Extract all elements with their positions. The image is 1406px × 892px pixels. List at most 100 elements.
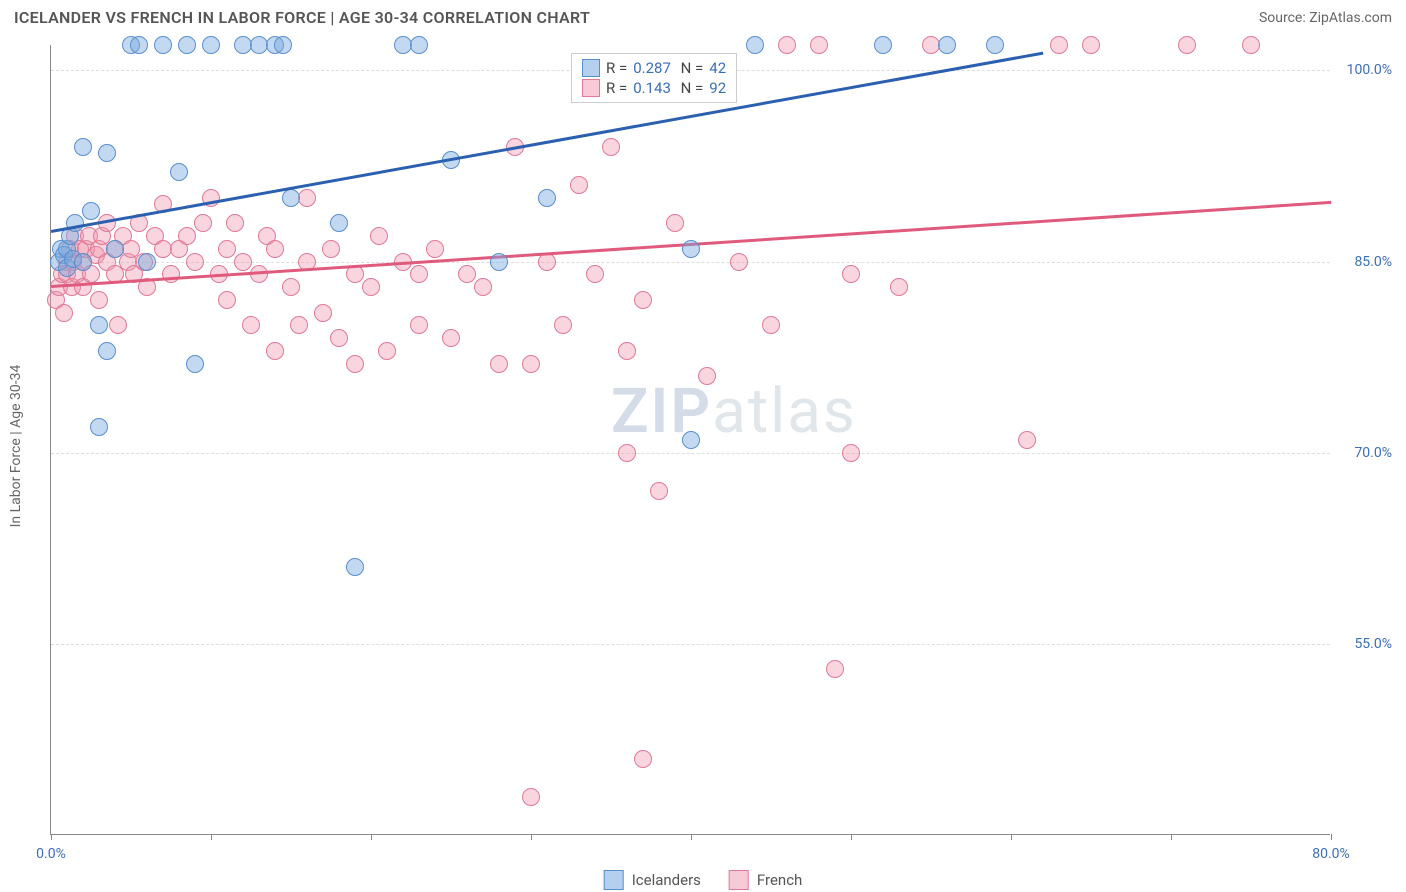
n-value-french: 92 [709, 79, 726, 97]
data-point-icelanders [682, 431, 700, 449]
data-point-icelanders [874, 36, 892, 54]
data-point-icelanders [74, 138, 92, 156]
data-point-french [178, 227, 196, 245]
x-tick [1171, 834, 1172, 840]
data-point-french [109, 316, 127, 334]
x-tick [1331, 834, 1332, 840]
data-point-icelanders [74, 253, 92, 271]
data-point-french [186, 253, 204, 271]
data-point-french [322, 240, 340, 258]
data-point-french [1082, 36, 1100, 54]
data-point-french [426, 240, 444, 258]
data-point-french [250, 265, 268, 283]
x-tick [691, 834, 692, 840]
data-point-french [1178, 36, 1196, 54]
legend-item-icelanders: Icelanders [604, 870, 701, 890]
data-point-french [346, 265, 364, 283]
data-point-french [410, 316, 428, 334]
data-point-french [730, 253, 748, 271]
data-point-french [666, 214, 684, 232]
legend-label-french: French [757, 871, 802, 889]
data-point-french [842, 265, 860, 283]
y-axis-label: In Labor Force | Age 30-34 [8, 365, 24, 528]
r-value-french: 0.143 [633, 79, 671, 97]
data-point-icelanders [106, 240, 124, 258]
data-point-icelanders [130, 36, 148, 54]
data-point-french [586, 265, 604, 283]
data-point-french [330, 329, 348, 347]
data-point-icelanders [986, 36, 1004, 54]
data-point-french [226, 214, 244, 232]
data-point-french [490, 355, 508, 373]
data-point-french [570, 176, 588, 194]
stats-swatch-french [582, 79, 600, 97]
x-tick [51, 834, 52, 840]
grid-line [51, 453, 1330, 454]
data-point-french [90, 291, 108, 309]
data-point-french [346, 355, 364, 373]
data-point-french [266, 342, 284, 360]
data-point-icelanders [98, 144, 116, 162]
data-point-french [698, 367, 716, 385]
data-point-icelanders [178, 36, 196, 54]
legend-swatch-icelanders [604, 870, 624, 890]
chart-plot-area: ZIPatlas 55.0%70.0%85.0%100.0%0.0%80.0% … [50, 45, 1330, 835]
stats-row-icelanders: R = 0.287 N = 42 [582, 58, 726, 78]
chart-header: ICELANDER VS FRENCH IN LABOR FORCE | AGE… [0, 0, 1406, 31]
data-point-icelanders [938, 36, 956, 54]
watermark: ZIPatlas [611, 375, 857, 448]
data-point-icelanders [202, 36, 220, 54]
data-point-french [362, 278, 380, 296]
data-point-icelanders [170, 163, 188, 181]
data-point-french [194, 214, 212, 232]
data-point-icelanders [154, 36, 172, 54]
x-tick [211, 834, 212, 840]
data-point-french [370, 227, 388, 245]
x-tick [851, 834, 852, 840]
data-point-icelanders [330, 214, 348, 232]
data-point-french [618, 444, 636, 462]
data-point-french [378, 342, 396, 360]
data-point-french [298, 189, 316, 207]
data-point-french [242, 316, 260, 334]
data-point-french [266, 240, 284, 258]
legend-swatch-french [729, 870, 749, 890]
y-tick-label: 55.0% [1336, 636, 1392, 652]
data-point-french [55, 304, 73, 322]
stats-swatch-icelanders [582, 59, 600, 77]
data-point-icelanders [98, 342, 116, 360]
legend-label-icelanders: Icelanders [632, 871, 701, 889]
data-point-french [554, 316, 572, 334]
data-point-french [842, 444, 860, 462]
data-point-icelanders [746, 36, 764, 54]
data-point-french [618, 342, 636, 360]
data-point-icelanders [346, 558, 364, 576]
data-point-french [762, 316, 780, 334]
data-point-icelanders [538, 189, 556, 207]
correlation-stats-box: R = 0.287 N = 42 R = 0.143 N = 92 [571, 53, 737, 103]
data-point-icelanders [282, 189, 300, 207]
x-tick-label: 80.0% [1312, 846, 1350, 862]
legend-item-french: French [729, 870, 802, 890]
data-point-french [522, 355, 540, 373]
data-point-french [522, 788, 540, 806]
y-tick-label: 70.0% [1336, 445, 1392, 461]
data-point-french [474, 278, 492, 296]
data-point-french [458, 265, 476, 283]
source-label: Source: ZipAtlas.com [1259, 10, 1392, 26]
data-point-french [634, 291, 652, 309]
grid-line [51, 644, 1330, 645]
x-tick-label: 0.0% [36, 846, 66, 862]
data-point-french [218, 240, 236, 258]
r-value-icelanders: 0.287 [633, 59, 671, 77]
data-point-french [1242, 36, 1260, 54]
data-point-icelanders [90, 316, 108, 334]
data-point-icelanders [274, 36, 292, 54]
data-point-french [810, 36, 828, 54]
x-tick [1011, 834, 1012, 840]
data-point-french [218, 291, 236, 309]
data-point-french [234, 253, 252, 271]
y-tick-label: 100.0% [1336, 62, 1392, 78]
data-point-french [1050, 36, 1068, 54]
n-value-icelanders: 42 [709, 59, 726, 77]
